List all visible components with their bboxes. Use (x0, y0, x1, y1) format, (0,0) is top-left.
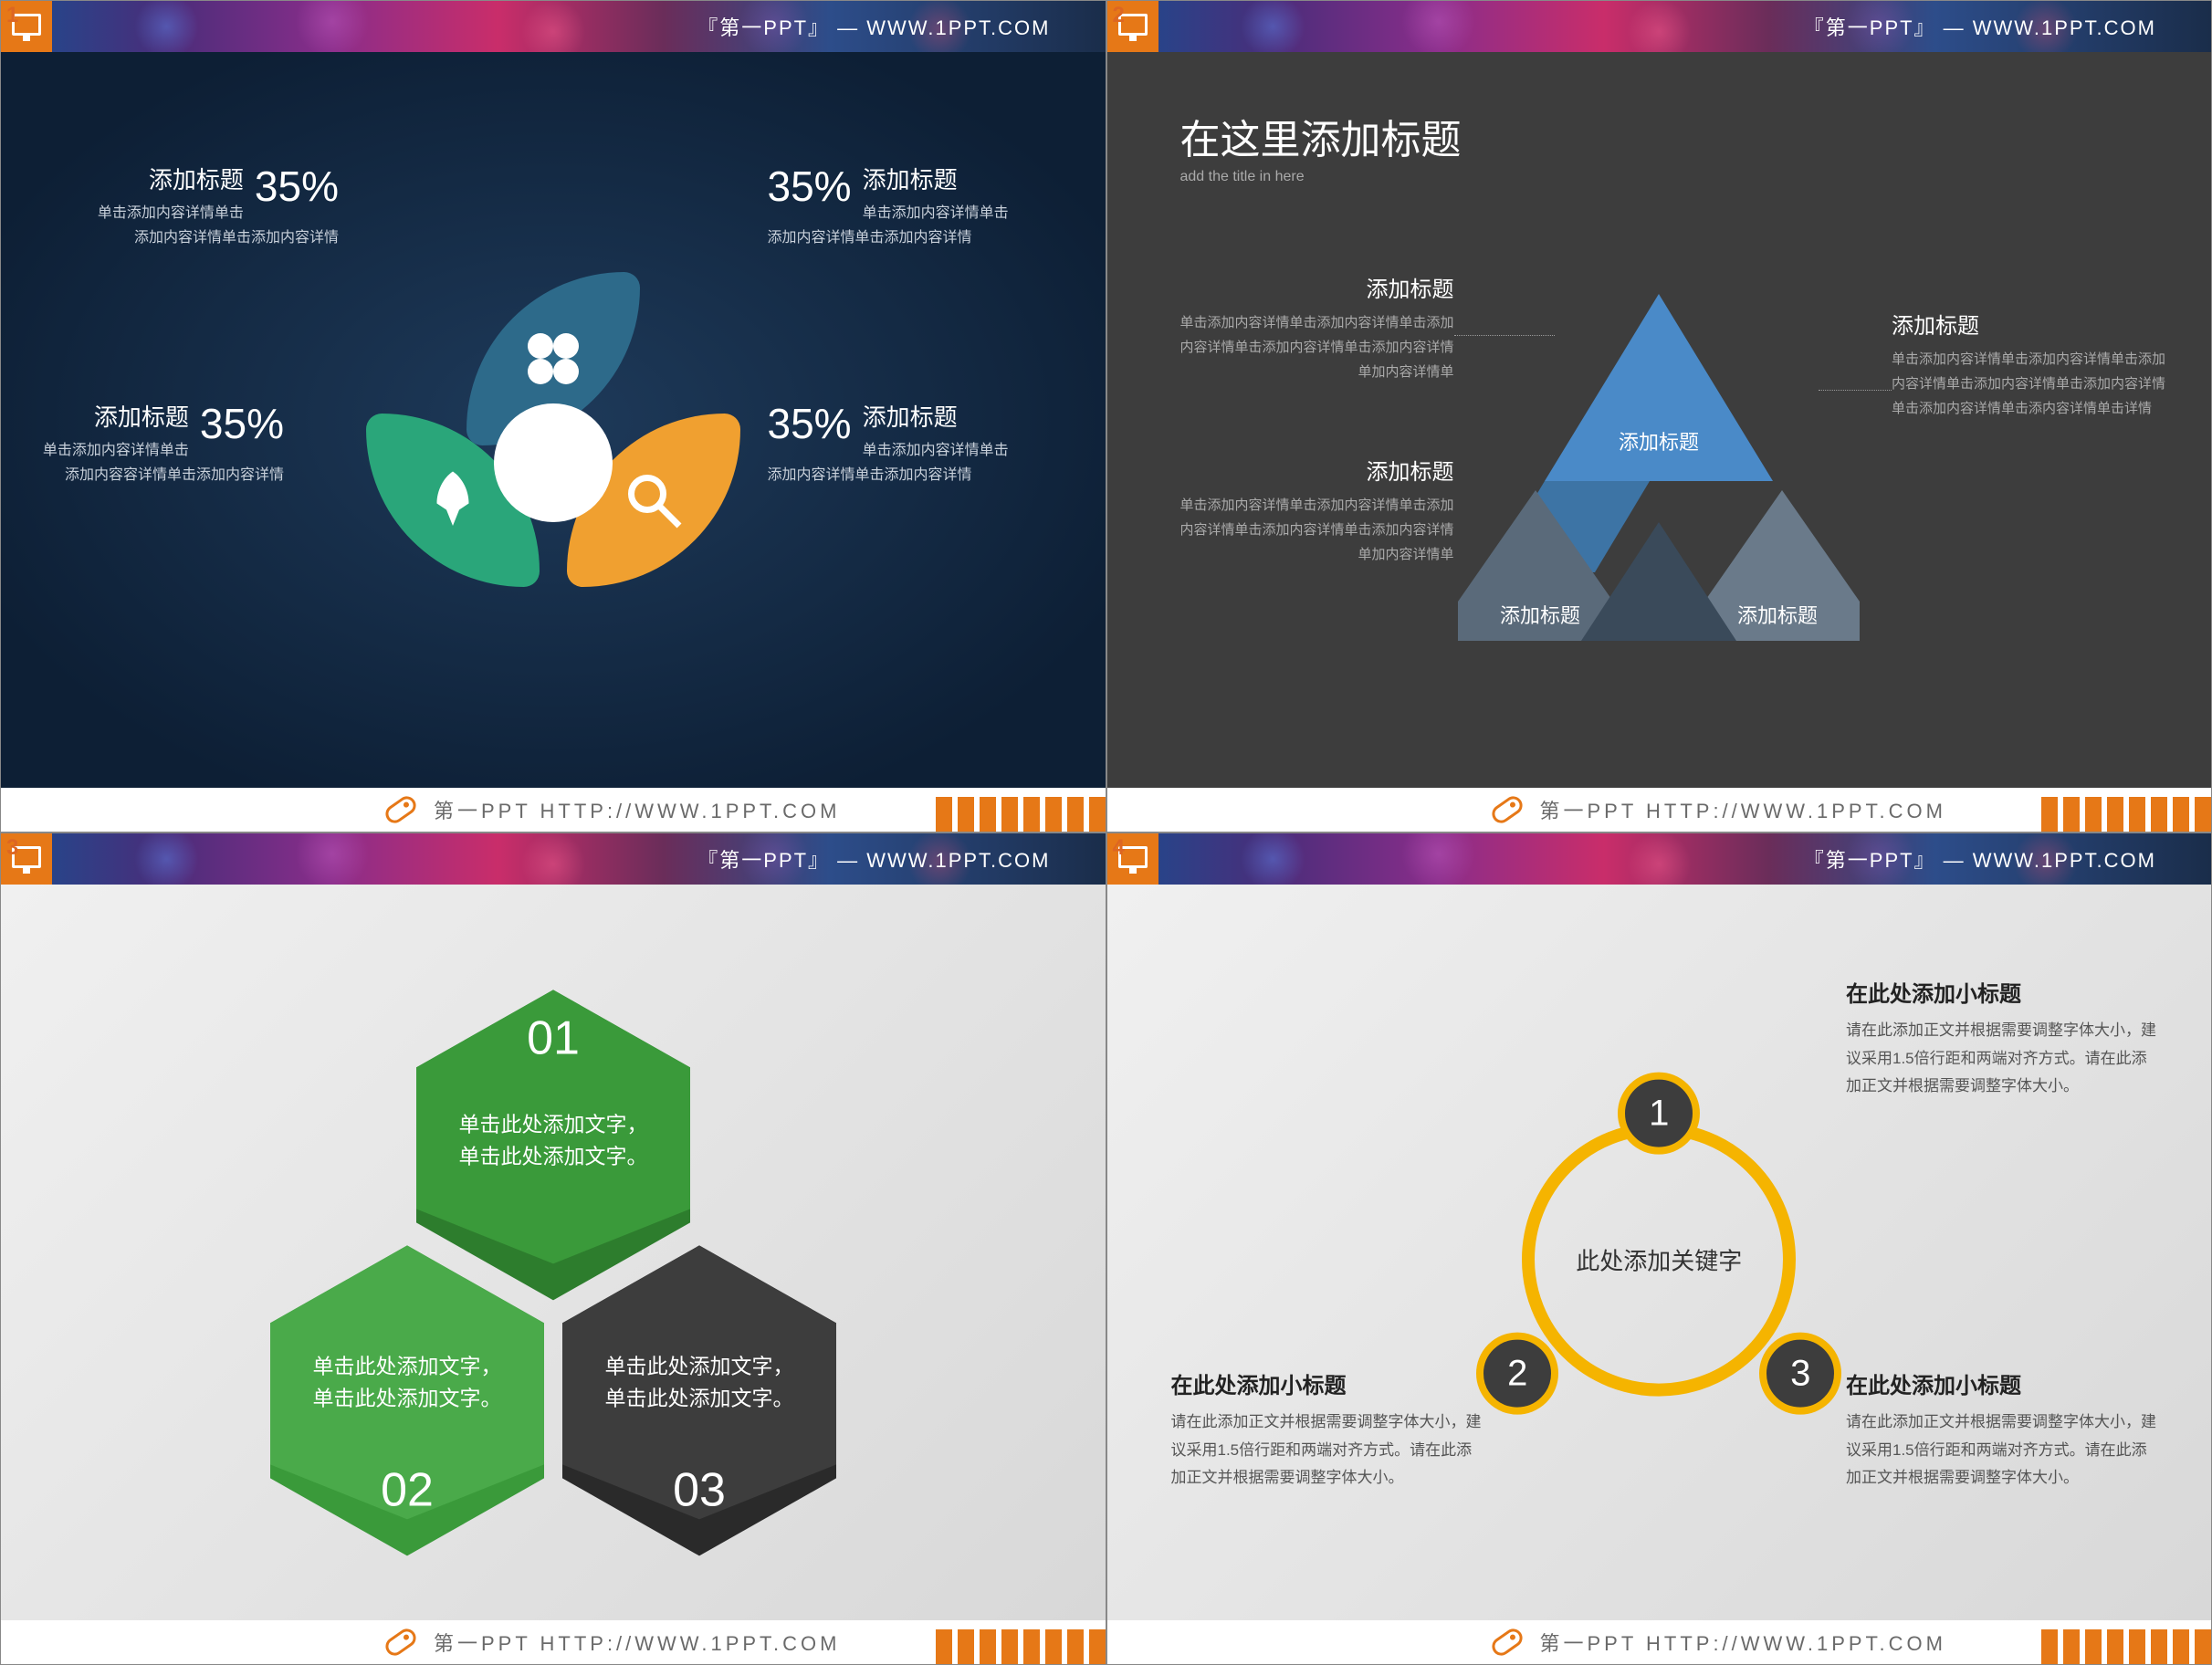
node-3: 3 (1759, 1333, 1841, 1415)
slide-content: 此处添加关键字 1 2 3 在此处添加小标题请在此添加正文并根据需要调整字体大小… (1107, 885, 2212, 1620)
footer-bars (936, 797, 1106, 832)
pill-icon (1488, 1625, 1525, 1659)
slide-number: 1 (6, 3, 18, 28)
slide-2: 2 『第一PPT』 — WWW.1PPT.COM 在这里添加标题add the … (1106, 0, 2212, 832)
circle-diagram: 此处添加关键字 1 2 3 (1485, 1086, 1832, 1433)
slide-title: 在这里添加标题add the title in here (1180, 107, 1462, 185)
node-1: 1 (1618, 1073, 1700, 1155)
s2-text-right: 添加标题单击添加内容详情单击添加内容详情单击添加内容详情单击添加内容详情单击添加… (1892, 308, 2175, 421)
svg-text:单击此处添加文字。: 单击此处添加文字。 (458, 1144, 647, 1168)
s1-text-br: 35%添加标题单击添加内容详情单击添加内容详情单击添加内容详情 (768, 399, 1023, 487)
footer-text: 第一PPT HTTP://WWW.1PPT.COM (434, 795, 841, 824)
slide-number: 4 (1113, 835, 1125, 861)
svg-text:单击此处添加文字。: 单击此处添加文字。 (604, 1386, 793, 1409)
pill-icon (1488, 792, 1525, 826)
tri-label-bl: 添加标题 (1500, 604, 1580, 627)
top-bar: 『第一PPT』 — WWW.1PPT.COM (1107, 833, 2212, 885)
slide-4: 4 『第一PPT』 — WWW.1PPT.COM 此处添加关键字 1 2 3 在… (1106, 832, 2212, 1665)
slide-content: 在这里添加标题add the title in here 添加标题 添加标题 添… (1107, 52, 2212, 788)
footer-text: 第一PPT HTTP://WWW.1PPT.COM (1540, 795, 1947, 824)
s2-text-left: 添加标题单击添加内容详情单击添加内容详情单击添加内容详情单击添加内容详情单击添加… (1171, 271, 1454, 384)
svg-text:单击此处添加文字。: 单击此处添加文字。 (312, 1386, 501, 1409)
footer-text: 第一PPT HTTP://WWW.1PPT.COM (434, 1628, 841, 1657)
svg-text:单击此处添加文字，: 单击此处添加文字， (312, 1354, 501, 1377)
s1-text-tr: 35%添加标题单击添加内容详情单击添加内容详情单击添加内容详情 (768, 162, 1023, 250)
topbar-text: 『第一PPT』 — WWW.1PPT.COM (697, 12, 1050, 41)
slide-number: 2 (1113, 3, 1125, 28)
s4-text-br: 在此处添加小标题请在此添加正文并根据需要调整字体大小，建议采用1.5倍行距和两端… (1846, 1367, 2156, 1492)
slide-number: 3 (6, 835, 18, 861)
hex-svg: 01 单击此处添加文字， 单击此处添加文字。 单击此处添加文字， 单击此处添加文… (261, 980, 845, 1565)
triangle-svg: 添加标题 添加标题 添加标题 (1458, 276, 1860, 659)
slide-content: 01 单击此处添加文字， 单击此处添加文字。 单击此处添加文字， 单击此处添加文… (1, 885, 1106, 1620)
topbar-text: 『第一PPT』 — WWW.1PPT.COM (1804, 844, 2156, 874)
pill-icon (383, 792, 420, 826)
svg-text:单击此处添加文字，: 单击此处添加文字， (604, 1354, 793, 1377)
footer-text: 第一PPT HTTP://WWW.1PPT.COM (1540, 1628, 1947, 1657)
footer: 第一PPT HTTP://WWW.1PPT.COM (1107, 1620, 2212, 1664)
s2-text-bottom: 添加标题单击添加内容详情单击添加内容详情单击添加内容详情单击添加内容详情单击添加… (1171, 454, 1454, 567)
tri-label-br: 添加标题 (1737, 604, 1818, 627)
footer-bars (2041, 1629, 2211, 1664)
triangle-diagram: 添加标题 添加标题 添加标题 (1458, 276, 1860, 623)
connector-line (1819, 390, 1892, 391)
footer: 第一PPT HTTP://WWW.1PPT.COM (1, 788, 1106, 832)
s1-text-tl: 35%添加标题单击添加内容详情单击添加内容详情单击添加内容详情 (83, 162, 339, 250)
s1-text-bl: 35%添加标题单击添加内容详情单击添加内容容详情单击添加内容详情 (28, 399, 284, 487)
topbar-text: 『第一PPT』 — WWW.1PPT.COM (1804, 12, 2156, 41)
slide-content: 35%添加标题单击添加内容详情单击添加内容详情单击添加内容详情 35%添加标题单… (1, 52, 1106, 788)
hexagon-diagram: 01 单击此处添加文字， 单击此处添加文字。 单击此处添加文字， 单击此处添加文… (261, 980, 845, 1546)
slide-grid: 1 『第一PPT』 — WWW.1PPT.COM 35%添加标题单击添加内容详情… (0, 0, 2212, 1665)
center-circle (494, 403, 613, 522)
svg-text:02: 02 (381, 1463, 434, 1516)
connector-line (1454, 335, 1555, 336)
slide-1: 1 『第一PPT』 — WWW.1PPT.COM 35%添加标题单击添加内容详情… (0, 0, 1106, 832)
petal-diagram (362, 272, 745, 601)
pill-icon (383, 1625, 420, 1659)
quad-icon (521, 327, 585, 391)
top-bar: 『第一PPT』 — WWW.1PPT.COM (1107, 1, 2212, 52)
svg-text:03: 03 (673, 1463, 726, 1516)
footer: 第一PPT HTTP://WWW.1PPT.COM (1, 1620, 1106, 1664)
rocket-icon (421, 468, 485, 532)
s4-text-bl: 在此处添加小标题请在此添加正文并根据需要调整字体大小，建议采用1.5倍行距和两端… (1171, 1367, 1482, 1492)
top-bar: 『第一PPT』 — WWW.1PPT.COM (1, 833, 1106, 885)
footer-bars (936, 1629, 1106, 1664)
svg-text:01: 01 (527, 1011, 580, 1064)
footer-bars (2041, 797, 2211, 832)
search-icon (622, 468, 686, 532)
topbar-text: 『第一PPT』 — WWW.1PPT.COM (697, 844, 1050, 874)
s4-text-top: 在此处添加小标题请在此添加正文并根据需要调整字体大小，建议采用1.5倍行距和两端… (1846, 976, 2156, 1101)
svg-text:单击此处添加文字，: 单击此处添加文字， (458, 1112, 647, 1136)
top-bar: 『第一PPT』 — WWW.1PPT.COM (1, 1, 1106, 52)
tri-label-top: 添加标题 (1619, 431, 1699, 454)
footer: 第一PPT HTTP://WWW.1PPT.COM (1107, 788, 2212, 832)
slide-3: 3 『第一PPT』 — WWW.1PPT.COM 01 单击此处添加文字， 单击… (0, 832, 1106, 1665)
node-2: 2 (1476, 1333, 1558, 1415)
